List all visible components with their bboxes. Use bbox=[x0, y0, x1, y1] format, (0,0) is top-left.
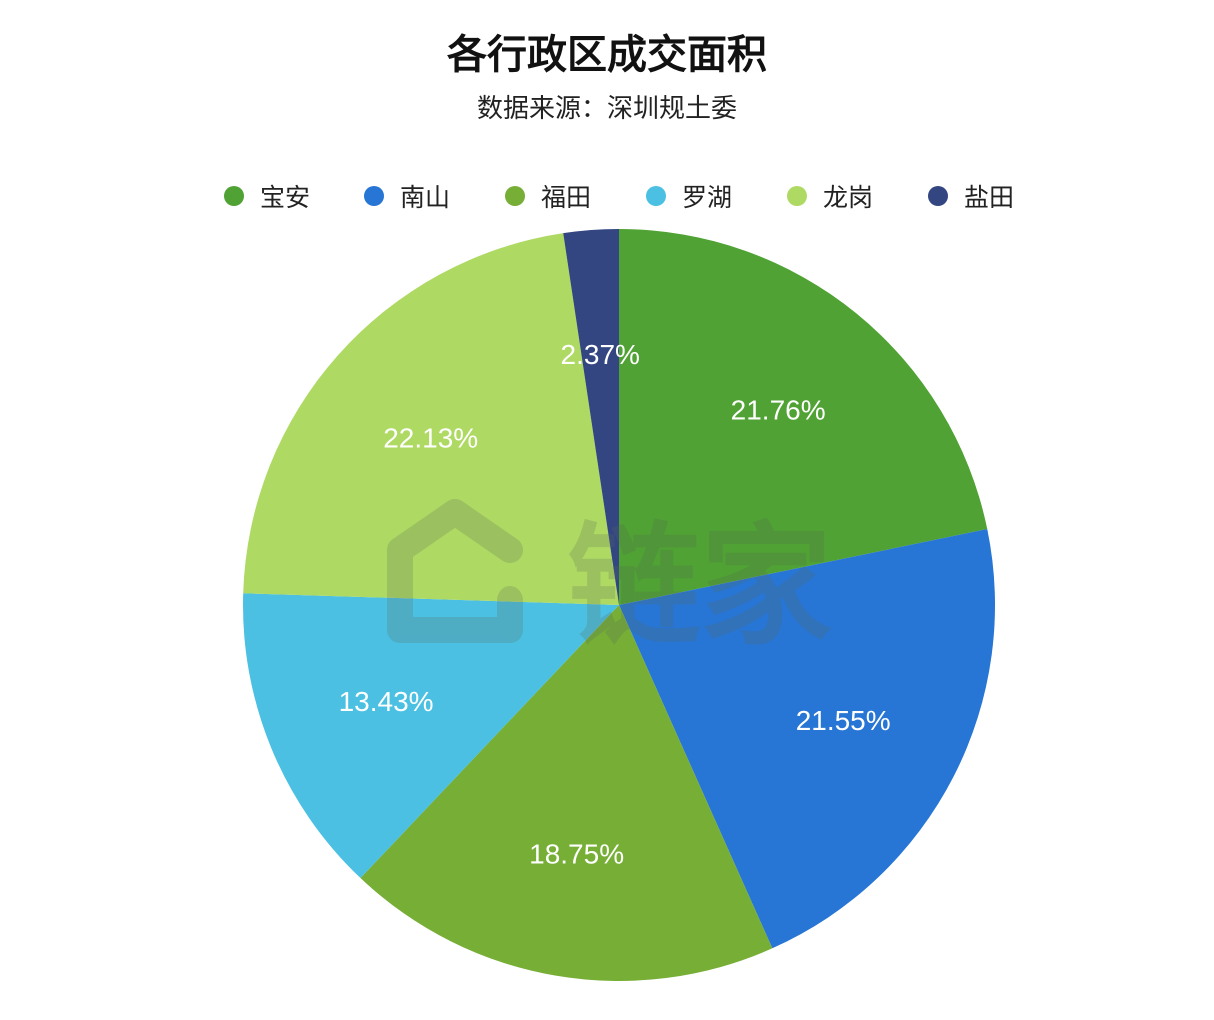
legend-item: 福田 bbox=[505, 176, 591, 216]
watermark-logo: 链家 bbox=[387, 499, 832, 664]
chart-subtitle: 数据来源：深圳规土委 bbox=[476, 94, 737, 124]
legend-swatch bbox=[505, 186, 525, 206]
chart-legend: 宝安 南山 福田 罗湖 龙岗 盐田 bbox=[0, 176, 1214, 216]
legend-label: 南山 bbox=[400, 183, 451, 212]
legend-swatch bbox=[364, 186, 384, 206]
slice-data-label: 21.55% bbox=[796, 705, 891, 736]
legend-swatch bbox=[787, 186, 807, 206]
pie-slice bbox=[563, 229, 619, 605]
pie-slice bbox=[243, 233, 619, 605]
watermark-text: 链家 bbox=[568, 510, 832, 664]
legend-item: 宝安 bbox=[224, 176, 310, 216]
pie-slice bbox=[619, 529, 996, 949]
pie-data-labels: 21.76% 21.55% 18.75% 13.43% 22.13% 2.37% bbox=[339, 339, 891, 870]
legend-swatch bbox=[928, 186, 948, 206]
legend-swatch bbox=[646, 186, 666, 206]
house-icon bbox=[387, 499, 523, 643]
legend-label: 盐田 bbox=[964, 183, 1015, 212]
legend-label: 福田 bbox=[541, 183, 592, 212]
slice-data-label: 21.76% bbox=[731, 395, 826, 426]
pie-slice bbox=[619, 229, 988, 605]
slice-data-label: 2.37% bbox=[561, 339, 640, 370]
legend-label: 罗湖 bbox=[682, 183, 733, 212]
legend-swatch bbox=[224, 186, 244, 206]
legend-label: 龙岗 bbox=[823, 183, 874, 212]
slice-data-label: 13.43% bbox=[339, 686, 434, 717]
pie-slice bbox=[243, 593, 619, 879]
legend-item: 南山 bbox=[364, 176, 450, 216]
legend-item: 盐田 bbox=[928, 176, 1014, 216]
slice-data-label: 18.75% bbox=[529, 838, 624, 869]
house-dot-icon bbox=[498, 586, 522, 610]
chart-title: 各行政区成交面积 bbox=[447, 32, 767, 78]
legend-item: 龙岗 bbox=[787, 176, 873, 216]
pie-slices bbox=[243, 229, 996, 981]
legend-label: 宝安 bbox=[260, 183, 311, 212]
slice-data-label: 22.13% bbox=[383, 423, 478, 454]
pie-slice bbox=[360, 605, 773, 981]
legend-item: 罗湖 bbox=[646, 176, 732, 216]
